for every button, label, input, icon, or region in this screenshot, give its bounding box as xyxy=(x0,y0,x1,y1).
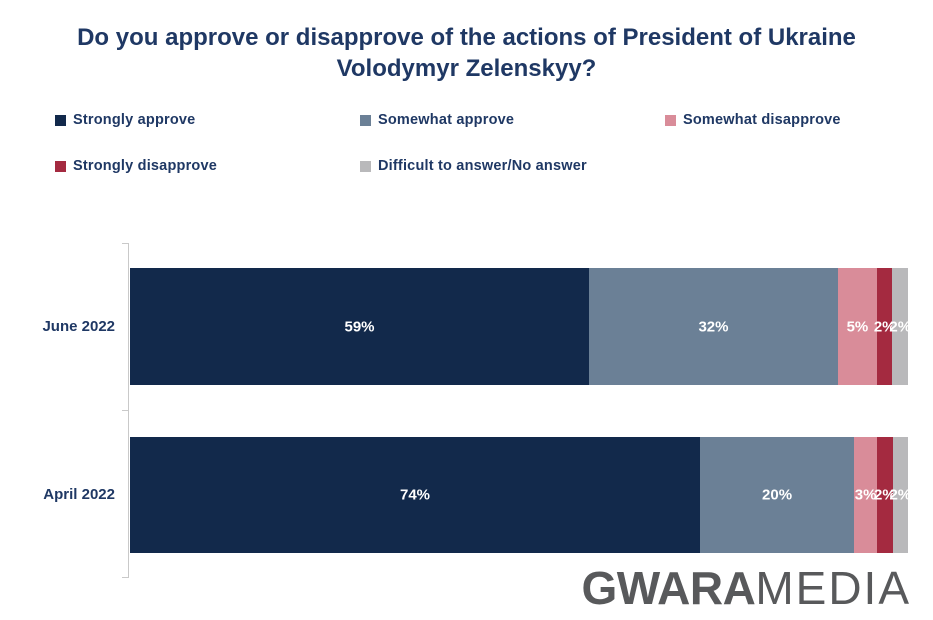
legend-label: Difficult to answer/No answer xyxy=(378,158,587,174)
bar-value-label: 2% xyxy=(889,486,912,504)
bar-row-april-2022: 74% 20% 3% 2% 2% xyxy=(130,437,911,553)
legend-label: Somewhat approve xyxy=(378,112,515,128)
bar-value-label: 59% xyxy=(344,318,375,335)
legend-label: Somewhat disapprove xyxy=(683,112,841,128)
bar-segment: 2% xyxy=(873,268,896,385)
bar-value-label: 32% xyxy=(698,318,729,335)
legend: Strongly approve Somewhat approve Somewhat… xyxy=(55,112,933,174)
bar-segment: 5% xyxy=(837,268,877,385)
chart-title-line2: Volodymyr Zelenskyy? xyxy=(336,55,597,82)
category-label: April 2022 xyxy=(43,486,115,503)
legend-swatch xyxy=(55,114,66,126)
bar-value-label: 5% xyxy=(846,318,869,335)
bar-segment: 2% xyxy=(889,268,912,385)
bar-segment: 32% xyxy=(589,268,838,385)
legend-item: Strongly disapprove xyxy=(55,158,360,174)
logo-gwara-text: GWARA xyxy=(581,562,756,614)
legend-swatch xyxy=(360,114,371,126)
legend-item: Strongly approve xyxy=(55,112,360,128)
bar-segment: 3% xyxy=(854,437,878,553)
legend-item: Somewhat approve xyxy=(360,112,665,128)
axis-tick xyxy=(122,410,128,411)
axis-tick xyxy=(122,577,128,578)
bar-value-label: 3% xyxy=(854,486,877,504)
legend-swatch xyxy=(665,114,676,126)
bar-value-label: 74% xyxy=(399,486,431,504)
axis-tick xyxy=(122,243,128,244)
legend-label: Strongly disapprove xyxy=(73,158,217,174)
bar-value-label: 2% xyxy=(873,318,896,335)
legend-swatch xyxy=(360,160,371,172)
bar-segment: 59% xyxy=(130,268,590,385)
chart-title: Do you approve or disapprove of the acti… xyxy=(0,22,933,84)
bar-value-label: 2% xyxy=(874,486,896,504)
bar-row-june-2022: 59% 32% 5% 2% 2% xyxy=(130,268,912,385)
legend-label: Strongly approve xyxy=(73,112,196,128)
category-label: June 2022 xyxy=(42,318,115,335)
gwara-media-logo: GWARAMEDIA xyxy=(581,565,911,611)
y-axis-line xyxy=(128,243,129,578)
bar-segment: 2% xyxy=(874,437,896,553)
bar-segment: 74% xyxy=(130,437,701,553)
chart-title-line1: Do you approve or disapprove of the acti… xyxy=(77,24,856,51)
legend-swatch xyxy=(55,160,66,172)
logo-media-text: MEDIA xyxy=(755,562,911,614)
legend-item: Difficult to answer/No answer xyxy=(360,158,665,174)
bar-value-label: 20% xyxy=(762,486,793,504)
bar-segment: 2% xyxy=(889,437,911,553)
bar-value-label: 2% xyxy=(889,318,912,335)
legend-item: Somewhat disapprove xyxy=(665,112,933,128)
bar-segment: 20% xyxy=(700,437,855,553)
